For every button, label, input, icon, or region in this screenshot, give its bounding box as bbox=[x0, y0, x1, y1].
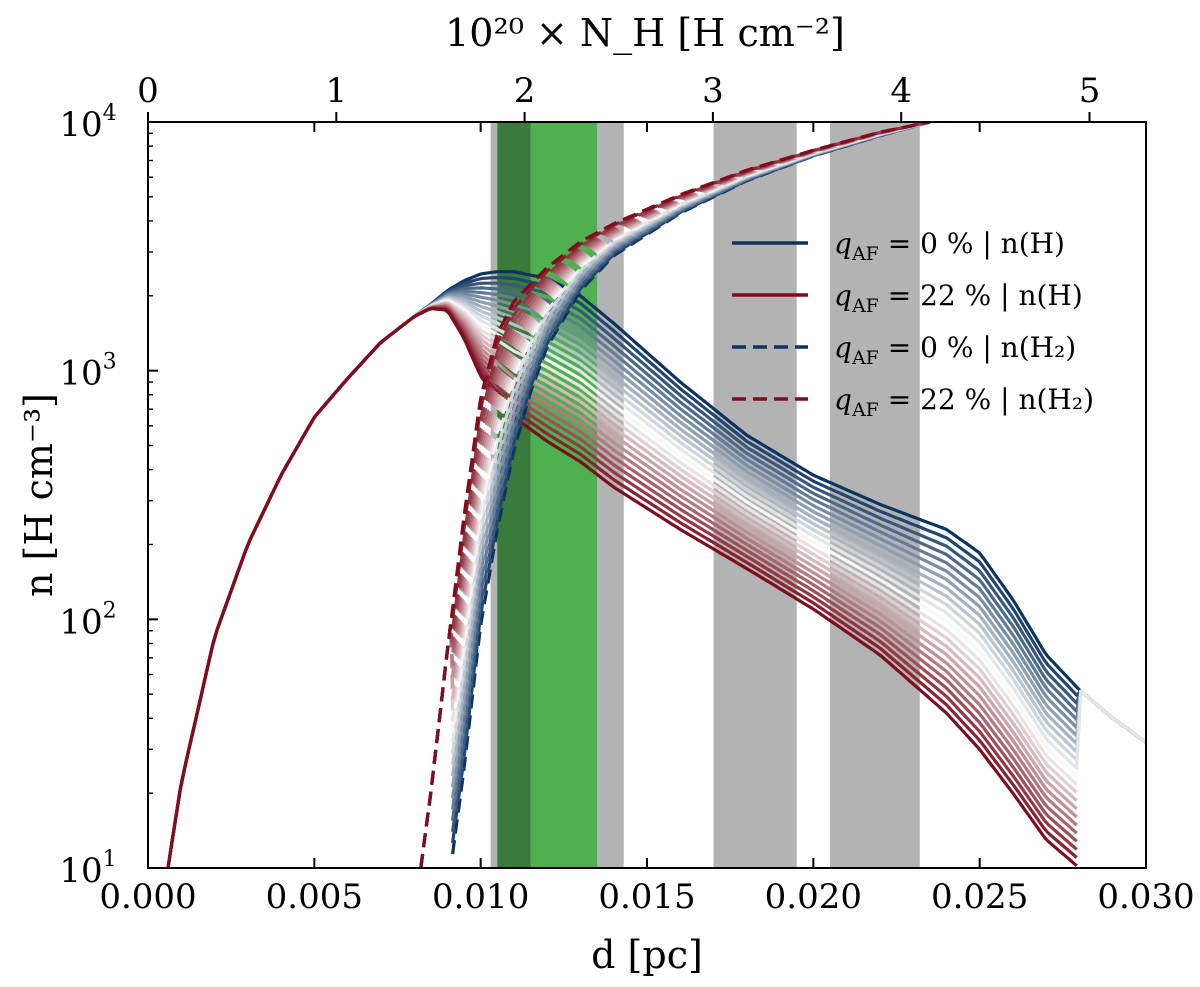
legend-q: q bbox=[834, 227, 852, 260]
shaded-band-4 bbox=[497, 122, 531, 868]
legend-rest: = 22 % | n(H₂) bbox=[879, 383, 1094, 416]
y-tick-exp-0: 1 bbox=[103, 847, 117, 872]
y-tick-exp-2: 3 bbox=[103, 350, 117, 375]
top-axis-label: 10²⁰ × N_H [H cm⁻²] bbox=[445, 11, 845, 56]
nH-curve-1 bbox=[166, 275, 1146, 868]
x-tick-label-5: 0.025 bbox=[931, 877, 1028, 917]
nH-curve-2 bbox=[166, 281, 1146, 868]
legend-rest: = 0 % | n(H₂) bbox=[879, 331, 1076, 364]
y-tick-label-3: 104 bbox=[59, 101, 116, 145]
legend: qAF = 0 % | n(H)qAF = 22 % | n(H)qAF = 0… bbox=[732, 227, 1094, 421]
top-tick-label-2: 2 bbox=[514, 71, 536, 111]
y-tick-exp-1: 2 bbox=[103, 598, 117, 623]
x-tick-label-1: 0.005 bbox=[266, 877, 363, 917]
x-axis-label: d [pc] bbox=[591, 933, 703, 977]
legend-sub: AF bbox=[851, 295, 879, 317]
legend-sub: AF bbox=[851, 347, 879, 369]
nH-curve-22 bbox=[166, 307, 1078, 868]
top-tick-label-3: 3 bbox=[702, 71, 724, 111]
top-tick-label-4: 4 bbox=[890, 71, 912, 111]
y-tick-base-1: 10 bbox=[59, 602, 102, 642]
x-tick-label-4: 0.020 bbox=[765, 877, 862, 917]
x-tick-label-0: 0.000 bbox=[99, 877, 196, 917]
top-tick-label-5: 5 bbox=[1079, 71, 1101, 111]
y-tick-exp-3: 4 bbox=[103, 101, 117, 126]
legend-q: q bbox=[834, 383, 852, 416]
y-tick-base-0: 10 bbox=[59, 851, 102, 891]
legend-label-0: qAF = 0 % | n(H) bbox=[834, 227, 1065, 265]
legend-rest: = 0 % | n(H) bbox=[879, 227, 1065, 260]
x-tick-label-6: 0.030 bbox=[1097, 877, 1194, 917]
legend-sub: AF bbox=[851, 243, 879, 265]
legend-label-3: qAF = 22 % | n(H₂) bbox=[834, 383, 1094, 421]
axis-ticks: 0.000 0.005 0.010 0.015 0.020 0.025 0.030 0 1 2 3 4… bbox=[59, 71, 1194, 917]
top-tick-label-0: 0 bbox=[137, 71, 159, 111]
y-tick-label-0: 101 bbox=[59, 847, 116, 891]
nH2-curve-22 bbox=[419, 122, 931, 868]
legend-label-1: qAF = 22 % | n(H) bbox=[834, 279, 1083, 317]
top-tick-label-1: 1 bbox=[325, 71, 347, 111]
x-tick-label-2: 0.010 bbox=[432, 877, 529, 917]
legend-q: q bbox=[834, 331, 852, 364]
legend-label-2: qAF = 0 % | n(H₂) bbox=[834, 331, 1076, 369]
y-tick-label-1: 102 bbox=[59, 598, 116, 642]
y-tick-label-2: 103 bbox=[59, 350, 116, 394]
shaded-band-3 bbox=[530, 122, 598, 868]
x-tick-label-3: 0.015 bbox=[598, 877, 695, 917]
y-tick-base-3: 10 bbox=[59, 105, 102, 145]
legend-q: q bbox=[834, 279, 852, 312]
legend-rest: = 22 % | n(H) bbox=[879, 279, 1083, 312]
nH2-curve-8 bbox=[451, 122, 931, 766]
curves bbox=[166, 122, 1146, 868]
y-axis-label: n [H cm⁻³] bbox=[17, 393, 61, 597]
legend-sub: AF bbox=[851, 399, 879, 421]
y-tick-base-2: 10 bbox=[59, 354, 102, 394]
